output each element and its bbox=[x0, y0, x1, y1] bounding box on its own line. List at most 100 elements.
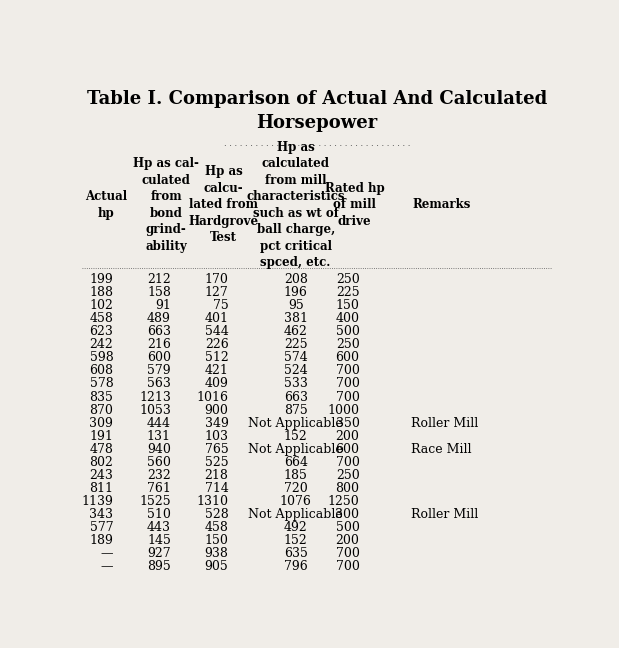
Text: 1525: 1525 bbox=[139, 494, 171, 507]
Text: 478: 478 bbox=[90, 443, 113, 456]
Text: 349: 349 bbox=[205, 417, 228, 430]
Text: 218: 218 bbox=[205, 469, 228, 481]
Text: 560: 560 bbox=[147, 456, 171, 469]
Text: Rated hp
of mill
drive: Rated hp of mill drive bbox=[325, 182, 384, 228]
Text: 800: 800 bbox=[335, 481, 360, 494]
Text: Not Applicable: Not Applicable bbox=[248, 417, 343, 430]
Text: Table I. Comparison of Actual And Calculated
Horsepower: Table I. Comparison of Actual And Calcul… bbox=[87, 90, 547, 132]
Text: 579: 579 bbox=[147, 364, 171, 378]
Text: 250: 250 bbox=[335, 273, 360, 286]
Text: 492: 492 bbox=[284, 521, 308, 534]
Text: 600: 600 bbox=[335, 351, 360, 364]
Text: 578: 578 bbox=[90, 378, 113, 391]
Text: 533: 533 bbox=[284, 378, 308, 391]
Text: 409: 409 bbox=[205, 378, 228, 391]
Text: 1250: 1250 bbox=[327, 494, 360, 507]
Text: Race Mill: Race Mill bbox=[411, 443, 471, 456]
Text: 600: 600 bbox=[147, 351, 171, 364]
Text: 700: 700 bbox=[335, 378, 360, 391]
Text: 700: 700 bbox=[335, 456, 360, 469]
Text: 563: 563 bbox=[147, 378, 171, 391]
Text: 350: 350 bbox=[335, 417, 360, 430]
Text: Remarks: Remarks bbox=[413, 198, 471, 211]
Text: 401: 401 bbox=[204, 312, 228, 325]
Text: 225: 225 bbox=[284, 338, 308, 351]
Text: 927: 927 bbox=[147, 547, 171, 560]
Text: 189: 189 bbox=[90, 534, 113, 547]
Text: 525: 525 bbox=[205, 456, 228, 469]
Text: 900: 900 bbox=[205, 404, 228, 417]
Text: 225: 225 bbox=[336, 286, 360, 299]
Text: 243: 243 bbox=[90, 469, 113, 481]
Text: 524: 524 bbox=[284, 364, 308, 378]
Text: 381: 381 bbox=[284, 312, 308, 325]
Text: 700: 700 bbox=[335, 547, 360, 560]
Text: 462: 462 bbox=[284, 325, 308, 338]
Text: 802: 802 bbox=[90, 456, 113, 469]
Text: 208: 208 bbox=[284, 273, 308, 286]
Text: 443: 443 bbox=[147, 521, 171, 534]
Text: 458: 458 bbox=[90, 312, 113, 325]
Text: 75: 75 bbox=[213, 299, 228, 312]
Text: 200: 200 bbox=[335, 430, 360, 443]
Text: 875: 875 bbox=[284, 404, 308, 417]
Text: 598: 598 bbox=[90, 351, 113, 364]
Text: 870: 870 bbox=[90, 404, 113, 417]
Text: 309: 309 bbox=[90, 417, 113, 430]
Text: 250: 250 bbox=[335, 338, 360, 351]
Text: 1053: 1053 bbox=[139, 404, 171, 417]
Text: 714: 714 bbox=[205, 481, 228, 494]
Text: 1016: 1016 bbox=[196, 391, 228, 404]
Text: 528: 528 bbox=[205, 507, 228, 520]
Text: 400: 400 bbox=[335, 312, 360, 325]
Text: Not Applicable: Not Applicable bbox=[248, 507, 343, 520]
Text: 895: 895 bbox=[147, 560, 171, 573]
Text: 544: 544 bbox=[205, 325, 228, 338]
Text: 1139: 1139 bbox=[82, 494, 113, 507]
Text: 635: 635 bbox=[284, 547, 308, 560]
Text: 127: 127 bbox=[205, 286, 228, 299]
Text: 131: 131 bbox=[147, 430, 171, 443]
Text: 145: 145 bbox=[147, 534, 171, 547]
Text: 1076: 1076 bbox=[280, 494, 311, 507]
Text: 170: 170 bbox=[205, 273, 228, 286]
Text: 188: 188 bbox=[89, 286, 113, 299]
Text: 574: 574 bbox=[284, 351, 308, 364]
Text: 720: 720 bbox=[284, 481, 308, 494]
Text: . . . . . . . . . . . . . . . . . . . . . . . . . . . . . . . . . . . .: . . . . . . . . . . . . . . . . . . . . … bbox=[224, 139, 410, 148]
Text: 158: 158 bbox=[147, 286, 171, 299]
Text: 796: 796 bbox=[284, 560, 308, 573]
Text: 102: 102 bbox=[90, 299, 113, 312]
Text: 150: 150 bbox=[335, 299, 360, 312]
Text: 905: 905 bbox=[205, 560, 228, 573]
Text: 1213: 1213 bbox=[139, 391, 171, 404]
Text: 212: 212 bbox=[147, 273, 171, 286]
Text: 500: 500 bbox=[335, 325, 360, 338]
Text: 835: 835 bbox=[90, 391, 113, 404]
Text: 608: 608 bbox=[89, 364, 113, 378]
Text: 700: 700 bbox=[335, 560, 360, 573]
Text: 500: 500 bbox=[335, 521, 360, 534]
Text: 458: 458 bbox=[205, 521, 228, 534]
Text: 1000: 1000 bbox=[327, 404, 360, 417]
Text: 343: 343 bbox=[89, 507, 113, 520]
Text: Not Applicable: Not Applicable bbox=[248, 443, 343, 456]
Text: Roller Mill: Roller Mill bbox=[411, 417, 478, 430]
Text: 512: 512 bbox=[205, 351, 228, 364]
Text: Hp as
calcu-
lated from
Hardgrove
Test: Hp as calcu- lated from Hardgrove Test bbox=[189, 165, 259, 244]
Text: 577: 577 bbox=[90, 521, 113, 534]
Text: 489: 489 bbox=[147, 312, 171, 325]
Text: 232: 232 bbox=[147, 469, 171, 481]
Text: 300: 300 bbox=[335, 507, 360, 520]
Text: 196: 196 bbox=[284, 286, 308, 299]
Text: 150: 150 bbox=[205, 534, 228, 547]
Text: 250: 250 bbox=[335, 469, 360, 481]
Text: 103: 103 bbox=[204, 430, 228, 443]
Text: 152: 152 bbox=[284, 534, 308, 547]
Text: 940: 940 bbox=[147, 443, 171, 456]
Text: 444: 444 bbox=[147, 417, 171, 430]
Text: —: — bbox=[101, 560, 113, 573]
Text: 700: 700 bbox=[335, 391, 360, 404]
Text: 761: 761 bbox=[147, 481, 171, 494]
Text: 510: 510 bbox=[147, 507, 171, 520]
